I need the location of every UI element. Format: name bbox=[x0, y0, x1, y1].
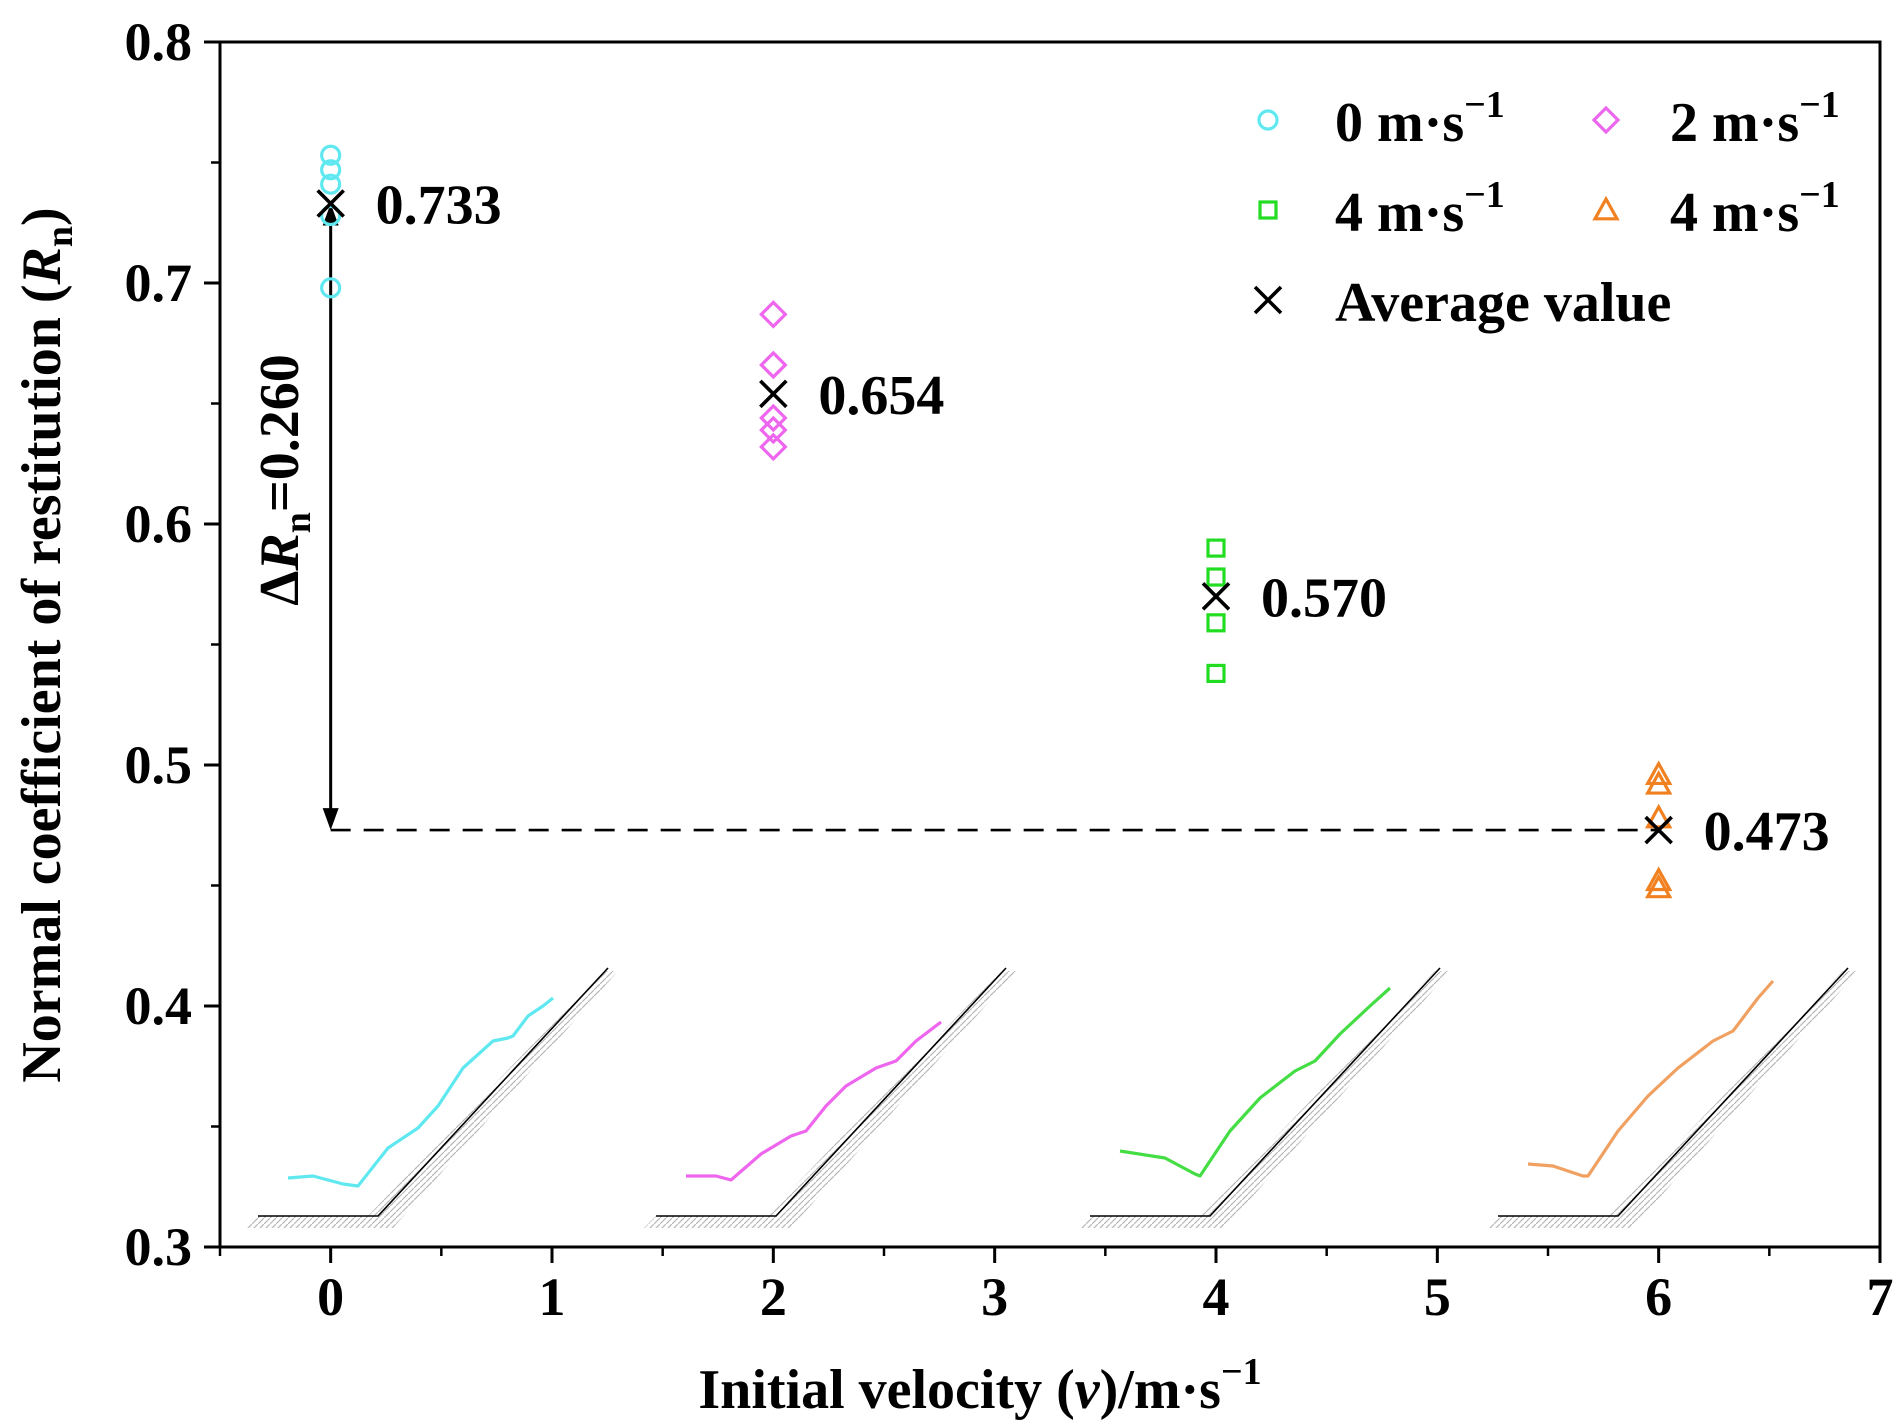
legend-marker-square bbox=[1258, 200, 1278, 220]
data-point-series-2 bbox=[1206, 567, 1226, 587]
inset-slope-line bbox=[1498, 967, 1849, 1217]
data-points bbox=[320, 144, 1673, 899]
legend-icon-triangle bbox=[1592, 195, 1620, 221]
x-tick-label: 4 bbox=[1203, 1267, 1230, 1327]
average-value-label: 0.654 bbox=[818, 365, 944, 427]
legend-label-average: Average value bbox=[1335, 272, 1671, 334]
legend-label-0: 0 m·s−1 bbox=[1335, 84, 1505, 154]
x-tick-label: 7 bbox=[1867, 1267, 1894, 1327]
inset-ground-hatch bbox=[644, 971, 1016, 1228]
data-point-series-1 bbox=[759, 350, 788, 380]
average-marker bbox=[1201, 582, 1231, 611]
legend-icon-diamond bbox=[1591, 105, 1621, 135]
data-point-series-3 bbox=[1644, 873, 1673, 899]
arrowhead-down bbox=[322, 808, 339, 831]
legend-label-1: 2 m·s−1 bbox=[1670, 84, 1840, 154]
x-tick-label: 5 bbox=[1424, 1267, 1451, 1327]
legend-label-2: 4 m·s−1 bbox=[1335, 174, 1505, 244]
inset-trajectory-curve bbox=[1527, 979, 1775, 1178]
inset-trajectory-curve bbox=[1119, 986, 1392, 1178]
legend-marker-x bbox=[1253, 285, 1283, 315]
inset-ground-hatch bbox=[1486, 971, 1858, 1228]
x-tick-label: 2 bbox=[760, 1267, 787, 1327]
inset-slope-line bbox=[656, 967, 1007, 1217]
average-markers: 0.733 0.654 0.570 0.473 bbox=[316, 174, 1830, 863]
y-tick-label: 0.8 bbox=[125, 12, 193, 72]
inset-ground-hatch bbox=[246, 971, 618, 1228]
data-point-series-1 bbox=[759, 432, 788, 462]
legend: 0 m·s−1 2 m·s−1 4 m·s−1 4 m·s−1 Average … bbox=[1253, 84, 1840, 334]
inset-trajectory-curve bbox=[686, 1020, 942, 1182]
x-tick-label: 3 bbox=[981, 1267, 1008, 1327]
inset-slope-line bbox=[1090, 967, 1441, 1217]
inset-slope-line bbox=[258, 967, 609, 1217]
average-marker bbox=[316, 189, 345, 218]
average-value-label: 0.733 bbox=[376, 174, 502, 236]
x-tick-label: 0 bbox=[317, 1267, 344, 1327]
arrowhead-up bbox=[322, 203, 339, 226]
legend-marker-diamond bbox=[1591, 105, 1621, 135]
data-point-series-2 bbox=[1206, 538, 1226, 558]
trajectory-inset-3 bbox=[1486, 967, 1858, 1228]
delta-prefix: Δ bbox=[249, 571, 311, 606]
legend-icon-circle bbox=[1257, 109, 1279, 131]
y-tick-label: 0.5 bbox=[125, 735, 193, 795]
legend-icon-x bbox=[1253, 285, 1283, 315]
average-marker bbox=[759, 379, 788, 409]
x-tick-label: 6 bbox=[1645, 1267, 1672, 1327]
trajectory-insets bbox=[246, 967, 1858, 1228]
delta-var: R bbox=[249, 533, 311, 571]
delta-suffix: =0.260 bbox=[249, 354, 311, 512]
x-axis-title: Initial velocity (v)/m·s−1 bbox=[698, 1351, 1261, 1421]
legend-icon-square bbox=[1258, 200, 1278, 220]
trajectory-inset-1 bbox=[644, 967, 1016, 1228]
data-point-series-0 bbox=[320, 173, 342, 195]
data-point-series-0 bbox=[320, 144, 342, 166]
inset-ground-hatch bbox=[1078, 971, 1450, 1228]
average-value-label: 0.570 bbox=[1261, 567, 1387, 629]
data-point-series-3 bbox=[1644, 866, 1673, 892]
y-tick-label: 0.7 bbox=[125, 253, 193, 313]
x-tick-label: 1 bbox=[539, 1267, 566, 1327]
legend-marker-triangle bbox=[1592, 195, 1620, 221]
inset-trajectory-curve bbox=[287, 996, 554, 1188]
data-point-series-1 bbox=[759, 403, 788, 433]
average-marker bbox=[1644, 815, 1673, 845]
data-point-series-0 bbox=[320, 159, 342, 181]
trajectory-inset-2 bbox=[1078, 967, 1450, 1228]
trajectory-inset-0 bbox=[246, 967, 618, 1228]
data-point-series-3 bbox=[1644, 803, 1673, 829]
data-point-series-3 bbox=[1644, 760, 1673, 786]
legend-marker-circle bbox=[1257, 109, 1279, 131]
y-tick-label: 0.4 bbox=[125, 976, 193, 1036]
y-axis-title: Normal coefficient of restitution (Rn) bbox=[11, 207, 81, 1082]
average-value-label: 0.473 bbox=[1704, 801, 1830, 863]
delta-arrowheads bbox=[322, 203, 339, 831]
data-point-series-0 bbox=[320, 277, 342, 299]
y-tick-label: 0.3 bbox=[125, 1217, 193, 1277]
legend-label-3: 4 m·s−1 bbox=[1670, 174, 1840, 244]
data-point-series-2 bbox=[1206, 613, 1226, 633]
data-point-series-0 bbox=[320, 204, 342, 227]
data-point-series-1 bbox=[759, 300, 788, 329]
y-tick-label: 0.6 bbox=[125, 494, 193, 554]
data-point-series-1 bbox=[759, 415, 788, 445]
axes: 0 1 2 3 4 5 6 7 0.3 0.4 0.5 0.6 0.7 0.8 bbox=[125, 12, 1894, 1327]
data-point-series-2 bbox=[1206, 663, 1226, 684]
data-point-series-3 bbox=[1644, 769, 1673, 795]
delta-sub: n bbox=[277, 512, 319, 533]
delta-annotation: ΔRn=0.260 bbox=[249, 354, 319, 606]
